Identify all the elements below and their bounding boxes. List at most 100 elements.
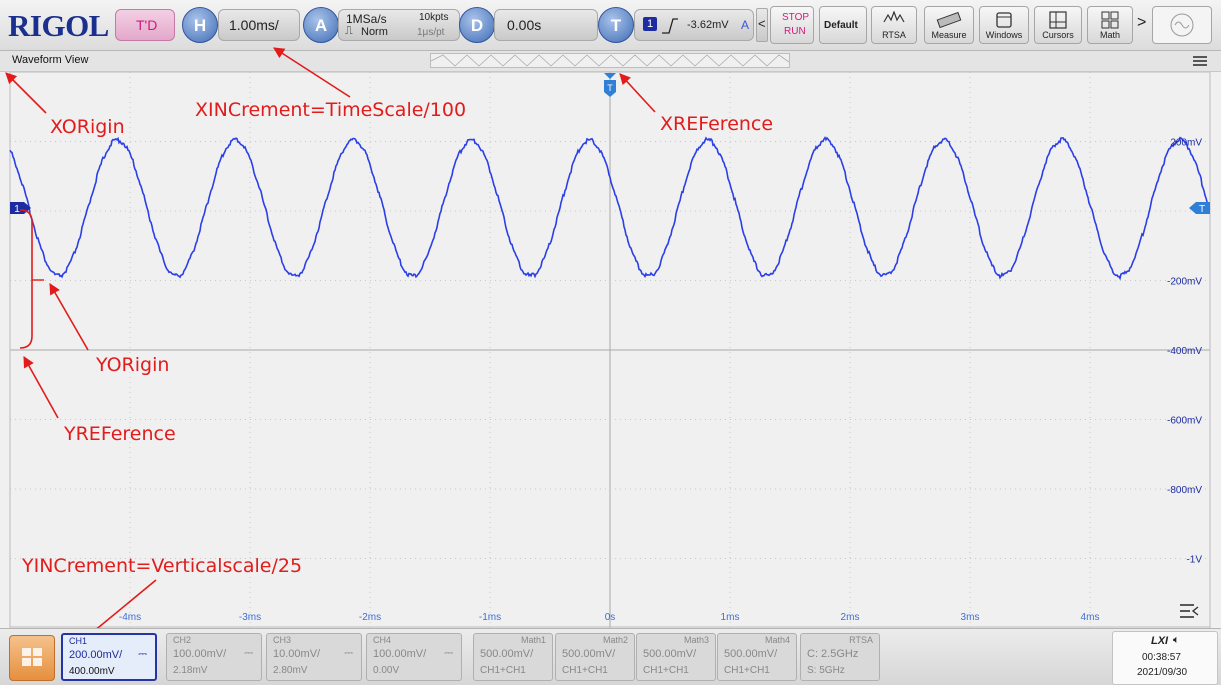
pulse-icon: ⎍ [345,25,353,37]
waveform-graticule[interactable]: 200mV -200mV -400mV -600mV -800mV -1V -4ms -3m… [0,72,1221,628]
trigger-level-marker[interactable]: T [1189,202,1210,215]
ch2-name: CH2 [173,635,192,645]
prev-arrow-button[interactable]: < [756,8,768,42]
cursors-button[interactable]: Cursors [1034,6,1082,44]
more-arrow-button[interactable]: > [1137,14,1147,31]
windows-label: Windows [985,30,1023,40]
math-icon [1101,11,1119,29]
ch4-scale: 100.00mV/ [373,648,427,660]
volt-label: -600mV [1167,416,1202,427]
math-button[interactable]: Math [1087,6,1133,44]
volt-label: -200mV [1167,277,1202,288]
trigger-position-marker[interactable]: T [604,73,616,97]
delay-value: 0.00s [507,17,542,33]
measure-button[interactable]: Measure [924,6,974,44]
windows-icon [996,12,1012,28]
math1-scale: 500.00mV/ [480,648,534,660]
volt-label: -1V [1186,555,1202,566]
expand-menu-icon[interactable] [1180,604,1199,618]
rtsa-button[interactable]: RTSA [871,6,917,44]
ch1-marker-label: 1 [14,204,20,215]
xreference-annotation: XREFerence [660,113,774,135]
grid-icon [22,648,42,666]
math3-status[interactable]: Math3 500.00mV/ CH1+CH1 [636,633,716,681]
time-per-point: 1μs/pt [417,27,445,38]
rtsa-span: S: 5GHz [807,665,845,676]
volt-label: -800mV [1167,485,1202,496]
trigger-position-label: T [607,83,613,93]
math4-scale: 500.00mV/ [724,648,778,660]
math4-status[interactable]: Math4 500.00mV/ CH1+CH1 [717,633,797,681]
rtsa-center: C: 2.5GHz [807,648,859,660]
ch4-name: CH4 [373,635,392,645]
time-label: 2ms [841,612,860,623]
math4-source: CH1+CH1 [724,665,770,676]
acquire-display[interactable]: 1MSa/s Norm ⎍ 10kpts 1μs/pt [338,9,460,41]
yreference-annotation: YREFerence [64,423,176,445]
run-stop-button[interactable]: STOP RUN [770,6,814,44]
auto-scale-icon [1170,13,1194,37]
ch4-coupling-icon: ⎓ [444,647,453,659]
cursors-icon [1049,11,1067,29]
ch2-scale: 100.00mV/ [173,648,227,660]
time-label: 0s [605,612,616,623]
waveform-overview-strip[interactable] [430,53,790,68]
time-label: -3ms [239,612,261,623]
trigger-source-badge: 1 [643,17,658,31]
cursors-label: Cursors [1042,30,1074,40]
yincrement-annotation: YINCrement=Verticalscale/25 [22,555,303,577]
windows-button[interactable]: Windows [979,6,1029,44]
run-label: RUN [784,26,806,37]
measure-label: Measure [931,30,967,40]
overview-wave-icon [431,54,789,67]
auto-button[interactable] [1152,6,1212,44]
xorigin-annotation: XORigin [50,116,125,138]
timebase-display[interactable]: 1.00ms/ [218,9,300,41]
delay-display[interactable]: 0.00s [494,9,598,41]
ch3-status[interactable]: CH3 10.00mV/ ⎓ 2.80mV [266,633,362,681]
delay-button[interactable]: D [459,7,495,43]
ch1-status[interactable]: CH1 200.00mV/ ⎓ 400.00mV [61,633,157,681]
math3-source: CH1+CH1 [643,665,689,676]
home-grid-button[interactable] [9,635,55,681]
rising-edge-icon [662,18,678,34]
waveform-view-title: Waveform View [12,54,89,66]
trigger-button[interactable]: T [598,7,634,43]
ch2-coupling-icon: ⎓ [244,647,253,659]
trigger-level: -3.62mV [687,19,729,31]
horizontal-button[interactable]: H [182,7,218,43]
waveform-view-header: Waveform View [0,51,1221,72]
default-button[interactable]: Default [819,6,867,44]
stop-label: STOP [782,12,810,23]
time-label: -1ms [479,612,501,623]
math2-status[interactable]: Math2 500.00mV/ CH1+CH1 [555,633,635,681]
sample-rate: 1MSa/s [346,12,387,26]
math1-name: Math1 [520,635,546,645]
hamburger-menu-icon[interactable] [1191,53,1209,69]
volt-label: -400mV [1167,346,1202,357]
speaker-icon: 🔈︎ [1173,634,1180,646]
ch4-offset: 0.00V [373,665,400,676]
math1-source: CH1+CH1 [480,665,526,676]
ch1-scale: 200.00mV/ [69,649,123,661]
acquire-button[interactable]: A [303,7,339,43]
ch2-status[interactable]: CH2 100.00mV/ ⎓ 2.18mV [166,633,262,681]
ch4-status[interactable]: CH4 100.00mV/ ⎓ 0.00V [366,633,462,681]
top-toolbar: RIGOL T'D H 1.00ms/ A 1MSa/s Norm ⎍ 10kp… [0,0,1221,51]
yorigin-annotation: YORigin [96,354,170,376]
volt-label: 200mV [1170,138,1202,149]
rtsa-label: RTSA [882,30,906,40]
trigger-display[interactable]: 1 -3.62mV A [634,9,754,41]
trigger-delay-button[interactable]: T'D [115,9,175,41]
trigger-sweep: A [741,18,750,32]
ch1-name: CH1 [69,636,88,646]
math2-name: Math2 [602,635,628,645]
memory-depth: 10kpts [419,12,449,23]
clock-time: 00:38:57 [1142,652,1181,663]
math3-name: Math3 [683,635,709,645]
rtsa-name: RTSA [849,635,873,645]
math1-status[interactable]: Math1 500.00mV/ CH1+CH1 [473,633,553,681]
ch3-scale: 10.00mV/ [273,648,321,660]
rtsa-status[interactable]: RTSA C: 2.5GHz S: 5GHz [800,633,880,681]
prev-arrow-icon: < [758,16,766,31]
